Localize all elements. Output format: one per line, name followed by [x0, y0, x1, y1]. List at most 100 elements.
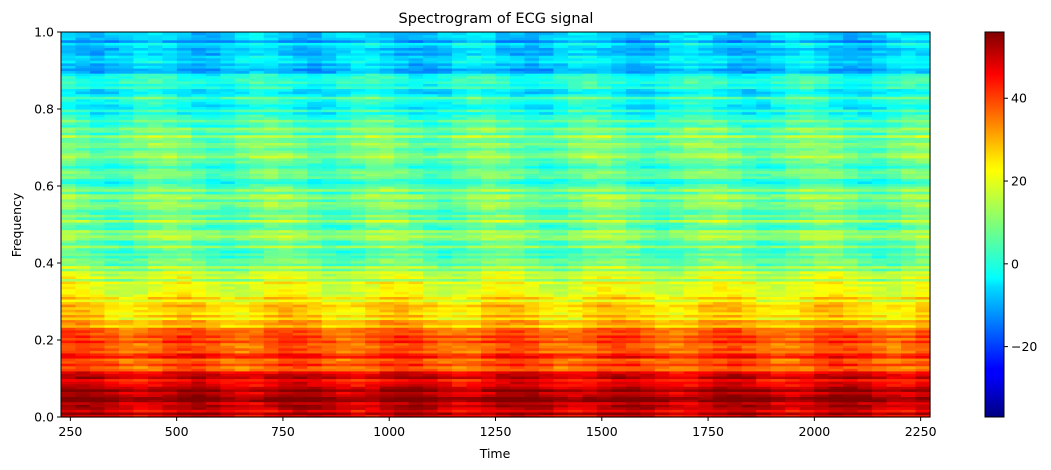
spectrogram-cell: [249, 334, 265, 339]
spectrogram-cell: [495, 270, 511, 274]
spectrogram-cell: [741, 224, 757, 228]
spectrogram-cell: [481, 314, 497, 318]
spectrogram-cell: [582, 365, 598, 369]
spectrogram-cell: [176, 340, 192, 344]
spectrogram-cell: [321, 342, 337, 346]
spectrogram-cell: [843, 255, 859, 259]
spectrogram-cell: [814, 314, 830, 318]
spectrogram-cell: [176, 288, 192, 292]
spectrogram-cell: [423, 401, 439, 405]
spectrogram-cell: [191, 288, 207, 292]
spectrogram-cell: [553, 255, 569, 259]
spectrogram-cell: [669, 370, 685, 374]
spectrogram-cell: [495, 332, 511, 336]
spectrogram-cell: [162, 301, 178, 305]
spectrogram-cell: [553, 260, 569, 264]
spectrogram-cell: [263, 373, 279, 377]
spectrogram-cell: [727, 396, 743, 400]
spectrogram-cell: [336, 237, 352, 241]
spectrogram-cell: [596, 337, 612, 341]
spectrogram-cell: [495, 383, 511, 387]
spectrogram-cell: [654, 221, 670, 226]
spectrogram-cell: [307, 370, 323, 374]
spectrogram-cell: [756, 357, 772, 362]
spectrogram-cell: [712, 203, 728, 208]
spectrogram-cell: [538, 214, 555, 218]
spectrogram-cell: [452, 227, 468, 231]
spectrogram-cell: [321, 237, 337, 241]
spectrogram-cell: [118, 203, 135, 208]
spectrogram-cell: [481, 209, 497, 213]
spectrogram-cell: [234, 401, 250, 405]
spectrogram-cell: [89, 229, 106, 233]
spectrogram-cell: [886, 206, 902, 210]
spectrogram-cell: [118, 365, 135, 369]
spectrogram-cell: [408, 352, 424, 356]
spectrogram-cell: [495, 257, 511, 262]
spectrogram-cell: [886, 396, 902, 400]
spectrogram-cell: [234, 283, 250, 287]
spectrogram-cell: [625, 242, 641, 246]
spectrogram-cell: [89, 352, 106, 356]
spectrogram-cell: [524, 209, 540, 213]
spectrogram-cell: [857, 373, 873, 377]
spectrogram-cell: [162, 306, 178, 310]
spectrogram-cell: [843, 257, 859, 262]
spectrogram-cell: [249, 352, 265, 356]
spectrogram-cell: [553, 257, 569, 262]
spectrogram-cell: [915, 263, 931, 267]
spectrogram-cell: [278, 224, 294, 228]
spectrogram-cell: [799, 273, 815, 277]
spectrogram-cell: [596, 296, 612, 300]
spectrogram-cell: [249, 201, 265, 205]
spectrogram-cell: [191, 399, 207, 403]
spectrogram-cell: [365, 393, 381, 398]
spectrogram-cell: [741, 337, 757, 341]
spectrogram-cell: [640, 227, 656, 231]
spectrogram-cell: [249, 304, 265, 308]
spectrogram-cell: [292, 206, 308, 210]
spectrogram-cell: [162, 311, 178, 315]
spectrogram-cell: [538, 365, 555, 369]
spectrogram-cell: [205, 239, 221, 244]
spectrogram-cell: [669, 255, 685, 259]
spectrogram-cell: [481, 275, 497, 279]
spectrogram-cell: [582, 309, 598, 313]
spectrogram-cell: [75, 388, 91, 392]
spectrogram-cell: [683, 311, 699, 315]
spectrogram-cell: [394, 332, 410, 336]
spectrogram-cell: [727, 409, 743, 413]
spectrogram-cell: [582, 393, 598, 398]
spectrogram-cell: [437, 224, 453, 228]
spectrogram-cell: [698, 237, 714, 241]
spectrogram-cell: [437, 332, 453, 336]
spectrogram-cell: [133, 273, 149, 277]
spectrogram-cell: [741, 206, 757, 210]
spectrogram-cell: [582, 386, 598, 390]
spectrogram-cell: [596, 386, 612, 390]
spectrogram-cell: [118, 275, 135, 279]
spectrogram-cell: [495, 314, 511, 318]
spectrogram-cell: [756, 270, 772, 274]
spectrogram-cell: [857, 245, 873, 249]
spectrogram-cell: [799, 206, 815, 210]
spectrogram-cell: [249, 291, 265, 295]
spectrogram-cell: [365, 381, 381, 385]
spectrogram-cell: [437, 373, 453, 377]
spectrogram-cell: [61, 370, 77, 374]
spectrogram-cell: [640, 257, 656, 262]
spectrogram-cell: [292, 365, 308, 369]
spectrogram-cell: [698, 404, 714, 408]
spectrogram-cell: [799, 257, 815, 262]
spectrogram-cell: [770, 250, 786, 254]
spectrogram-cell: [249, 347, 265, 351]
spectrogram-cell: [495, 252, 511, 256]
spectrogram-cell: [611, 314, 627, 318]
spectrogram-cell: [698, 255, 714, 259]
spectrogram-cell: [741, 373, 757, 377]
spectrogram-cell: [133, 373, 149, 377]
spectrogram-cell: [770, 388, 786, 392]
spectrogram-cell: [437, 360, 453, 364]
spectrogram-cell: [654, 203, 670, 208]
spectrogram-cell: [481, 355, 497, 359]
